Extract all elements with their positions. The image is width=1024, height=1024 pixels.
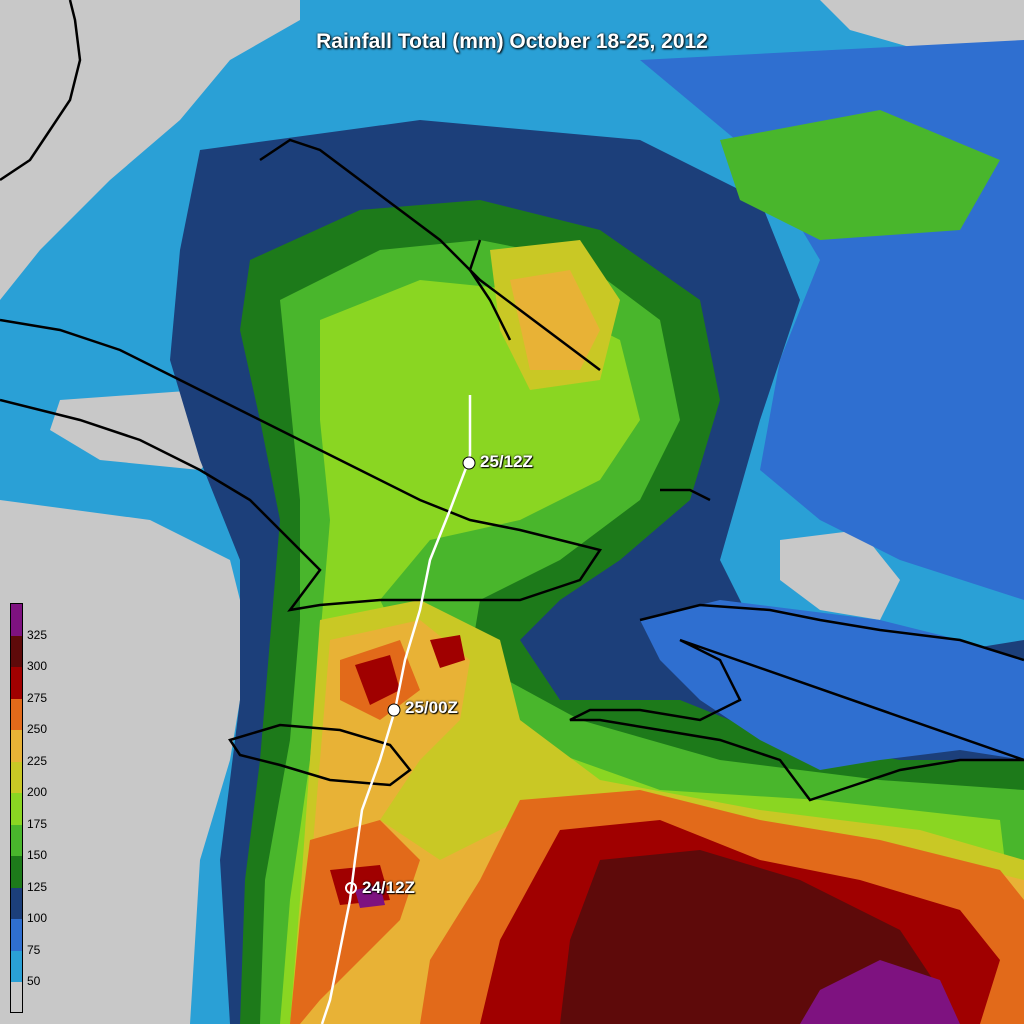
legend-swatch bbox=[11, 730, 22, 762]
florida-coastline bbox=[0, 0, 82, 182]
bahamas-coastline bbox=[259, 138, 601, 371]
legend-label: 100 bbox=[27, 911, 48, 926]
no-data-region-east bbox=[780, 530, 900, 620]
turks-caicos-coastline bbox=[660, 488, 711, 502]
cuba-coastline bbox=[0, 318, 603, 612]
rain-325mm-area-southeast bbox=[800, 960, 960, 1024]
storm-position-marker-1 bbox=[462, 456, 476, 470]
legend-swatch bbox=[11, 887, 22, 920]
legend-swatch bbox=[11, 950, 22, 983]
legend-swatch bbox=[11, 698, 22, 731]
legend-swatch bbox=[11, 919, 22, 951]
bahamas-islands bbox=[468, 239, 512, 341]
rain-325mm-area-west bbox=[355, 885, 385, 908]
no-data-region-west bbox=[0, 500, 250, 1024]
legend-label: 175 bbox=[27, 816, 48, 831]
coastlines bbox=[0, 0, 1024, 802]
storm-position-marker-3 bbox=[345, 882, 357, 894]
legend-label: 50 bbox=[27, 974, 41, 989]
hispaniola-coastline bbox=[569, 603, 1024, 802]
legend-label: 150 bbox=[27, 848, 48, 863]
legend-swatch bbox=[11, 667, 22, 699]
legend-label: 300 bbox=[27, 659, 48, 674]
color-legend: 325 300 275 250 225 200 175 150 125 100 75 50 bbox=[8, 603, 78, 1015]
legend-label: 75 bbox=[27, 942, 41, 957]
legend-label: 225 bbox=[27, 753, 48, 768]
rain-275mm-area-center bbox=[355, 655, 400, 705]
legend-swatch bbox=[11, 635, 22, 668]
legend-swatch bbox=[11, 856, 22, 888]
legend-label: 200 bbox=[27, 785, 48, 800]
track-label-25-00z: 25/00Z bbox=[405, 698, 458, 717]
legend-swatch bbox=[11, 761, 22, 794]
rain-275mm-area-center-2 bbox=[430, 635, 465, 668]
storm-position-marker-2 bbox=[387, 703, 401, 717]
rain-225mm-area-bahamas bbox=[510, 270, 600, 370]
legend-swatch bbox=[11, 604, 22, 636]
legend-swatch bbox=[11, 793, 22, 825]
track-label-25-12z: 25/12Z bbox=[480, 452, 533, 471]
legend-swatch bbox=[11, 982, 22, 1012]
track-label-24-12z: 24/12Z bbox=[362, 878, 415, 897]
legend-label: 125 bbox=[27, 879, 48, 894]
legend-label: 275 bbox=[27, 690, 48, 705]
legend-label: 325 bbox=[27, 627, 48, 642]
legend-swatch bbox=[11, 824, 22, 857]
map-title: Rainfall Total (mm) October 18-25, 2012 bbox=[316, 30, 708, 53]
legend-label: 250 bbox=[27, 722, 48, 737]
rain-250mm-area-west bbox=[290, 820, 420, 1024]
rain-150mm-area-northeast bbox=[720, 110, 1000, 240]
legend-color-bar bbox=[10, 603, 23, 1013]
jamaica-coastline bbox=[228, 723, 412, 787]
